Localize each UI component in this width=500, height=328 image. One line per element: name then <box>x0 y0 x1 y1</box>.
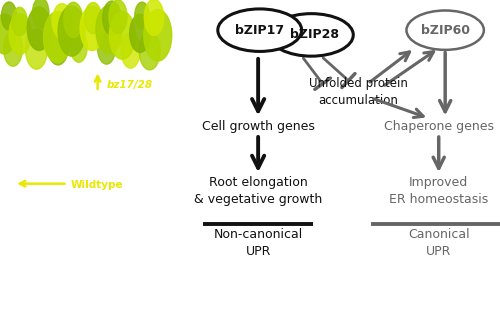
Circle shape <box>4 31 22 66</box>
Circle shape <box>84 3 102 34</box>
Ellipse shape <box>218 9 302 51</box>
Circle shape <box>130 14 150 52</box>
Circle shape <box>12 7 28 36</box>
Circle shape <box>96 5 122 54</box>
Ellipse shape <box>406 10 484 50</box>
Circle shape <box>144 10 172 61</box>
Circle shape <box>109 0 127 33</box>
Circle shape <box>2 2 16 30</box>
Circle shape <box>139 31 160 70</box>
Circle shape <box>26 29 48 69</box>
Circle shape <box>28 7 51 51</box>
Circle shape <box>121 33 140 68</box>
Circle shape <box>144 0 164 35</box>
Text: Root elongation
& vegetative growth: Root elongation & vegetative growth <box>194 176 322 206</box>
Circle shape <box>64 2 83 37</box>
Circle shape <box>52 4 72 39</box>
Text: Chaperone genes: Chaperone genes <box>384 120 494 133</box>
Circle shape <box>80 6 104 51</box>
Text: Cell growth genes: Cell growth genes <box>202 120 314 133</box>
Ellipse shape <box>270 14 353 56</box>
Circle shape <box>58 6 85 56</box>
Circle shape <box>135 2 149 29</box>
Circle shape <box>98 31 116 64</box>
Circle shape <box>70 31 88 62</box>
Circle shape <box>110 11 136 59</box>
Text: Improved
ER homeostasis: Improved ER homeostasis <box>389 176 488 206</box>
Text: Unfolded protein
accumulation: Unfolded protein accumulation <box>308 76 408 107</box>
Circle shape <box>32 0 49 28</box>
Circle shape <box>0 14 16 54</box>
Circle shape <box>9 14 31 54</box>
Text: bZIP28: bZIP28 <box>290 29 339 41</box>
Circle shape <box>47 25 69 65</box>
Circle shape <box>102 1 121 35</box>
Text: bZIP17: bZIP17 <box>235 24 284 37</box>
Circle shape <box>44 12 71 62</box>
Text: bZIP60: bZIP60 <box>420 24 470 37</box>
Text: Canonical
UPR: Canonical UPR <box>408 228 470 258</box>
Text: Non-canonical
UPR: Non-canonical UPR <box>214 228 303 258</box>
Text: Wildtype: Wildtype <box>71 180 124 190</box>
Text: bz17/28: bz17/28 <box>106 80 152 90</box>
